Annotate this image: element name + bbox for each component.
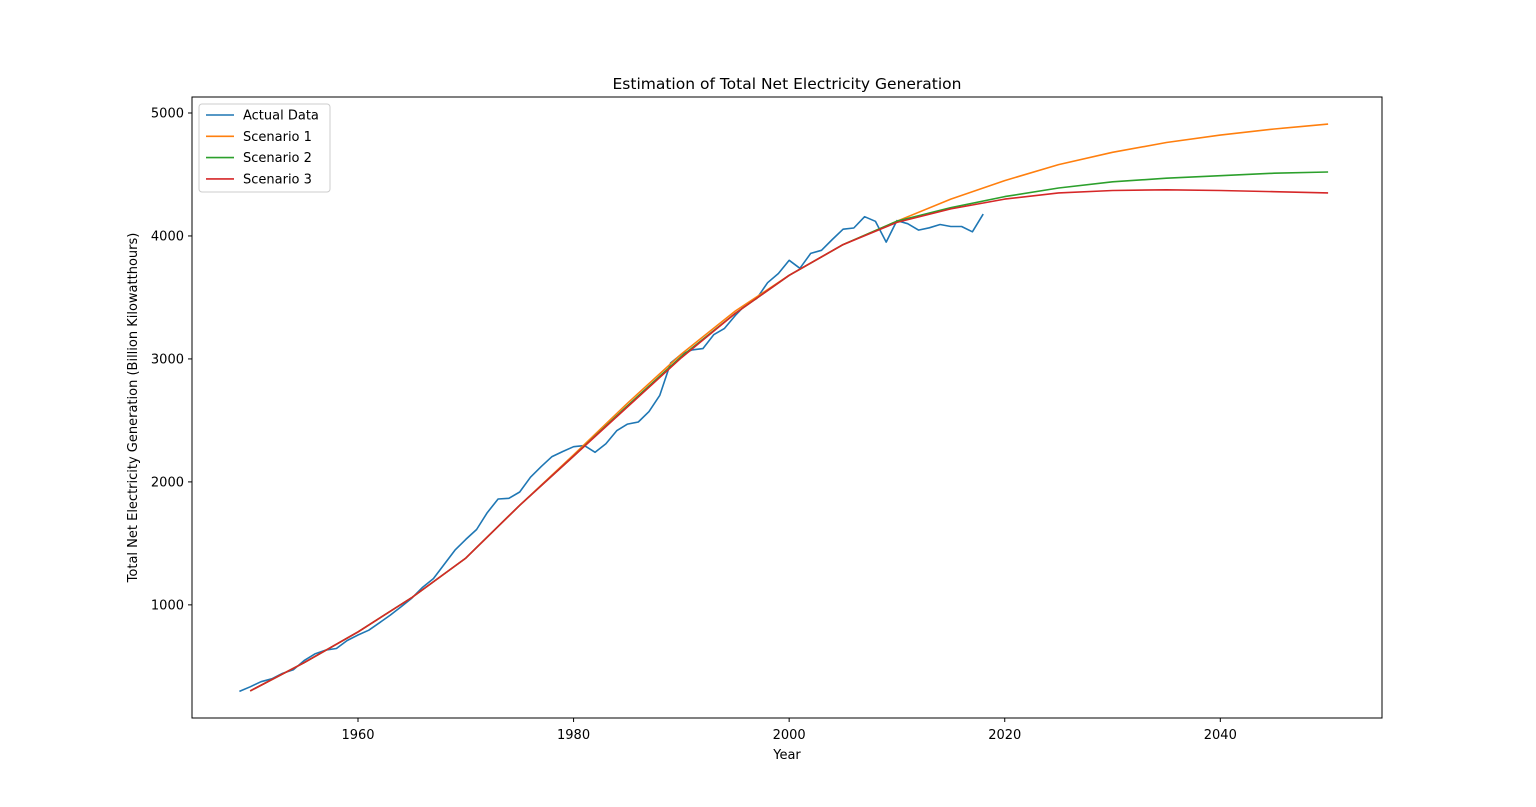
legend-label-1: Actual Data: [243, 109, 319, 124]
y-tick-label: 4000: [151, 229, 184, 244]
series-line-1: [239, 213, 984, 693]
legend-label-3: Scenario 2: [243, 151, 312, 166]
x-tick-label: 1960: [341, 728, 374, 743]
legend-box: [198, 103, 331, 193]
x-axis-label: Year: [772, 748, 801, 763]
legend-label-4: Scenario 3: [243, 172, 312, 187]
x-tick-label: 1980: [557, 728, 590, 743]
x-axis-ticks: 1960 1980 2000 2020 2040: [341, 718, 1237, 743]
legend-label-2: Scenario 1: [243, 130, 312, 145]
series-layer: [239, 123, 1329, 693]
y-tick-label: 1000: [151, 598, 184, 613]
chart-title: Estimation of Total Net Electricity Gene…: [613, 75, 962, 93]
y-tick-label: 3000: [151, 352, 184, 367]
x-tick-label: 2000: [773, 728, 806, 743]
series-line-4: [249, 189, 1329, 692]
y-axis-ticks: 1000 2000 3000 4000 5000: [151, 106, 192, 613]
y-axis-label: Total Net Electricity Generation (Billio…: [126, 233, 141, 584]
plot-frame: [191, 96, 1383, 719]
y-tick-label: 2000: [151, 475, 184, 490]
y-tick-label: 5000: [151, 106, 184, 121]
x-tick-label: 2040: [1204, 728, 1237, 743]
legend: Actual Data Scenario 1 Scenario 2 Scenario …: [198, 103, 331, 193]
x-tick-label: 2020: [988, 728, 1021, 743]
